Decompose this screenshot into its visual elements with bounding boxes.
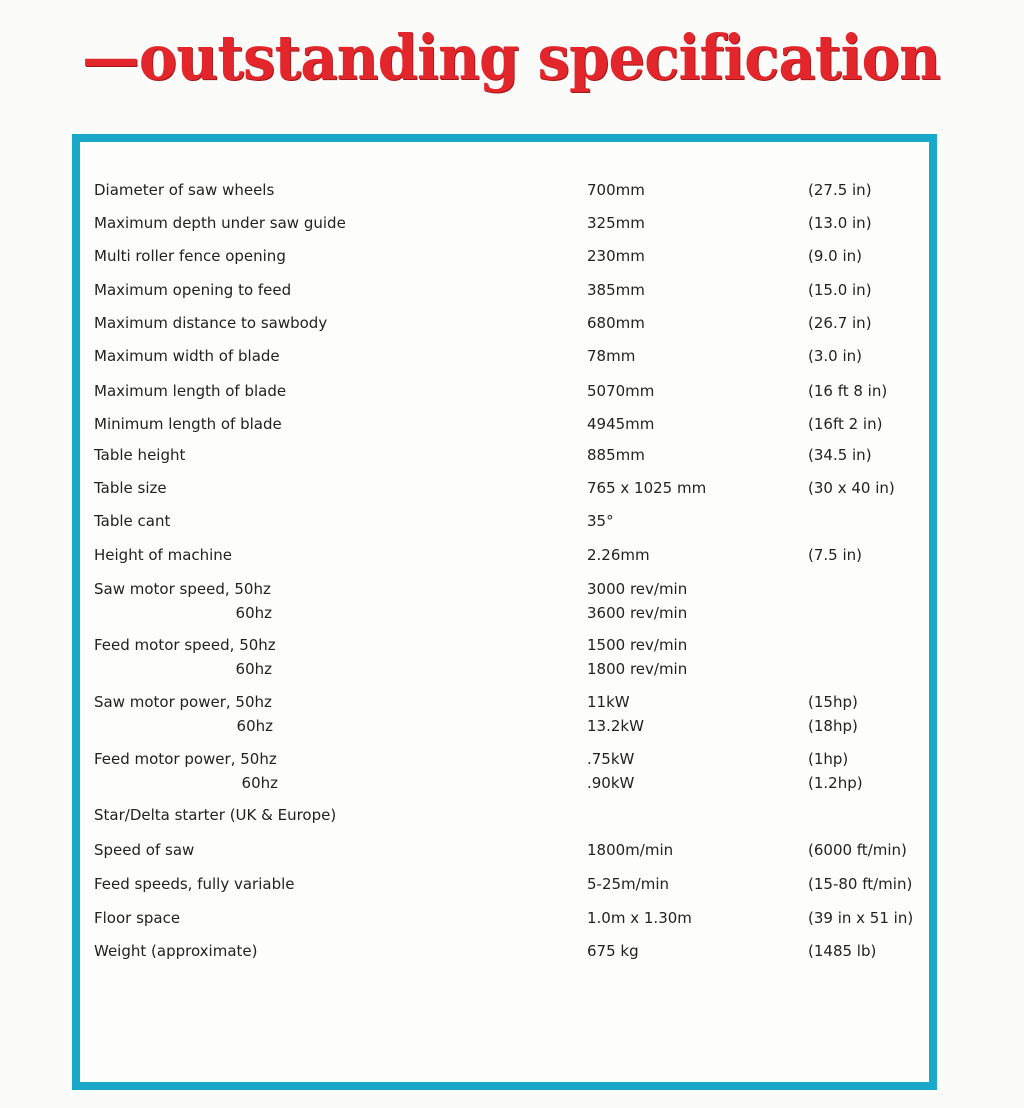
spec-label: Star/Delta starter (UK & Europe) xyxy=(94,806,337,824)
spec-label: 60hz xyxy=(241,774,278,792)
spec-value: 1800m/min xyxy=(587,841,674,859)
spec-imperial-value: (26.7 in) xyxy=(808,314,872,332)
spec-label: Maximum depth under saw guide xyxy=(94,214,346,232)
spec-imperial-value: (6000 ft/min) xyxy=(808,841,907,859)
spec-imperial-value: (1hp) xyxy=(808,750,849,768)
spec-value: 5-25m/min xyxy=(587,875,669,893)
spec-value: 1800 rev/min xyxy=(587,660,688,678)
spec-value: 11kW xyxy=(587,693,630,711)
spec-label: Maximum opening to feed xyxy=(94,281,292,299)
spec-imperial-value: (18hp) xyxy=(808,717,858,735)
spec-imperial-value: (9.0 in) xyxy=(808,247,863,265)
spec-label: Saw motor power, 50hz xyxy=(94,693,272,711)
spec-label: 60hz xyxy=(235,604,272,622)
spec-label: Feed motor speed, 50hz xyxy=(94,636,276,654)
spec-imperial-value: (27.5 in) xyxy=(808,181,872,199)
spec-label: Floor space xyxy=(94,909,181,927)
page-title: —outstanding specification xyxy=(82,21,941,94)
spec-value: 230mm xyxy=(587,247,645,265)
spec-label: Multi roller fence opening xyxy=(94,247,286,265)
spec-label: Diameter of saw wheels xyxy=(94,181,275,199)
spec-value: 325mm xyxy=(587,214,645,232)
spec-value: 3600 rev/min xyxy=(587,604,688,622)
spec-value: 13.2kW xyxy=(587,717,644,735)
spec-value: 5070mm xyxy=(587,382,655,400)
spec-label: Table size xyxy=(94,479,167,497)
spec-imperial-value: (16ft 2 in) xyxy=(808,415,883,433)
spec-value: 680mm xyxy=(587,314,645,332)
spec-label: Feed speeds, fully variable xyxy=(94,875,295,893)
spec-imperial-value: (16 ft 8 in) xyxy=(808,382,888,400)
spec-value: .75kW xyxy=(587,750,635,768)
spec-imperial-value: (15-80 ft/min) xyxy=(808,875,913,893)
spec-label: Minimum length of blade xyxy=(94,415,282,433)
spec-value: 765 x 1025 mm xyxy=(587,479,707,497)
spec-value: 1.0m x 1.30m xyxy=(587,909,692,927)
spec-imperial-value: (39 in x 51 in) xyxy=(808,909,914,927)
spec-value: 1500 rev/min xyxy=(587,636,688,654)
spec-value: 700mm xyxy=(587,181,645,199)
spec-value: 78mm xyxy=(587,347,636,365)
spec-label: Maximum width of blade xyxy=(94,347,280,365)
spec-value: 4945mm xyxy=(587,415,655,433)
spec-imperial-value: (15.0 in) xyxy=(808,281,872,299)
spec-label: Table height xyxy=(94,446,186,464)
spec-label: Weight (approximate) xyxy=(94,942,258,960)
spec-label: Speed of saw xyxy=(94,841,195,859)
spec-imperial-value: (1.2hp) xyxy=(808,774,863,792)
spec-value: 885mm xyxy=(587,446,645,464)
spec-imperial-value: (13.0 in) xyxy=(808,214,872,232)
spec-imperial-value: (1485 lb) xyxy=(808,942,877,960)
spec-label: Table cant xyxy=(94,512,171,530)
spec-value: 3000 rev/min xyxy=(587,580,688,598)
spec-label: Feed motor power, 50hz xyxy=(94,750,277,768)
spec-imperial-value: (7.5 in) xyxy=(808,546,863,564)
spec-imperial-value: (3.0 in) xyxy=(808,347,863,365)
spec-label: Maximum length of blade xyxy=(94,382,287,400)
spec-value: 2.26mm xyxy=(587,546,650,564)
spec-value: .90kW xyxy=(587,774,635,792)
spec-value: 675 kg xyxy=(587,942,639,960)
spec-imperial-value: (15hp) xyxy=(808,693,858,711)
specification-box xyxy=(72,134,937,1090)
spec-imperial-value: (34.5 in) xyxy=(808,446,872,464)
spec-label: Maximum distance to sawbody xyxy=(94,314,328,332)
spec-imperial-value: (30 x 40 in) xyxy=(808,479,895,497)
spec-value: 385mm xyxy=(587,281,645,299)
spec-label: Saw motor speed, 50hz xyxy=(94,580,271,598)
spec-label: Height of machine xyxy=(94,546,233,564)
spec-label: 60hz xyxy=(236,717,273,735)
spec-label: 60hz xyxy=(235,660,272,678)
spec-value: 35° xyxy=(587,512,614,530)
